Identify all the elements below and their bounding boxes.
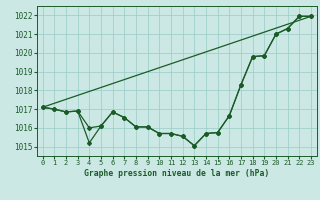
X-axis label: Graphe pression niveau de la mer (hPa): Graphe pression niveau de la mer (hPa) (84, 169, 269, 178)
